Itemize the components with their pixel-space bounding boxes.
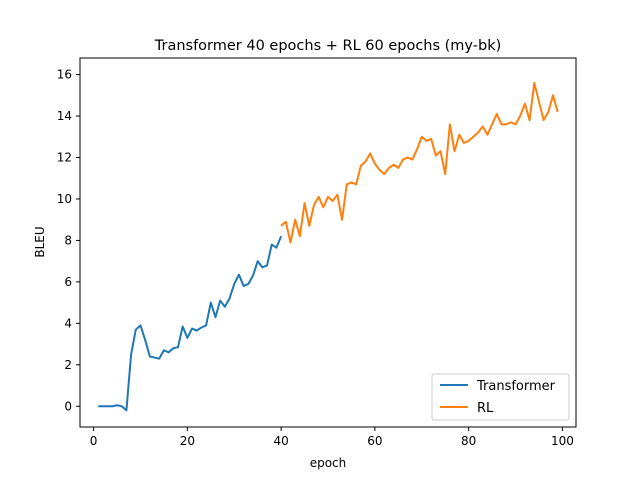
x-tick-label: 0 — [90, 434, 98, 448]
chart-title: Transformer 40 epochs + RL 60 epochs (my… — [154, 38, 502, 54]
x-axis-ticks: 0 20 40 60 80 100 — [90, 427, 574, 448]
y-tick-label: 2 — [64, 358, 72, 372]
legend-label-rl: RL — [477, 401, 494, 416]
y-tick-label: 6 — [64, 275, 72, 289]
plot-area — [98, 81, 559, 412]
y-axis-label: BLEU — [33, 226, 47, 257]
x-tick-label: 100 — [551, 434, 574, 448]
x-axis-label: epoch — [310, 456, 347, 470]
x-tick-label: 80 — [461, 434, 476, 448]
x-tick-label: 20 — [180, 434, 195, 448]
y-tick-label: 10 — [57, 192, 72, 206]
legend-label-transformer: Transformer — [476, 379, 556, 394]
y-tick-label: 4 — [64, 316, 72, 330]
y-axis-ticks: 0 2 4 6 8 10 12 14 16 — [57, 68, 80, 413]
legend: Transformer RL — [431, 373, 570, 421]
y-tick-label: 12 — [57, 151, 72, 165]
series-line-rl — [280, 81, 559, 244]
y-tick-label: 14 — [57, 109, 72, 123]
x-tick-label: 60 — [367, 434, 382, 448]
x-tick-label: 40 — [273, 434, 288, 448]
series-line-transformer — [98, 235, 283, 412]
y-tick-label: 16 — [57, 68, 72, 82]
y-tick-label: 8 — [64, 233, 72, 247]
plot-frame — [79, 57, 577, 428]
y-tick-label: 0 — [64, 399, 72, 413]
